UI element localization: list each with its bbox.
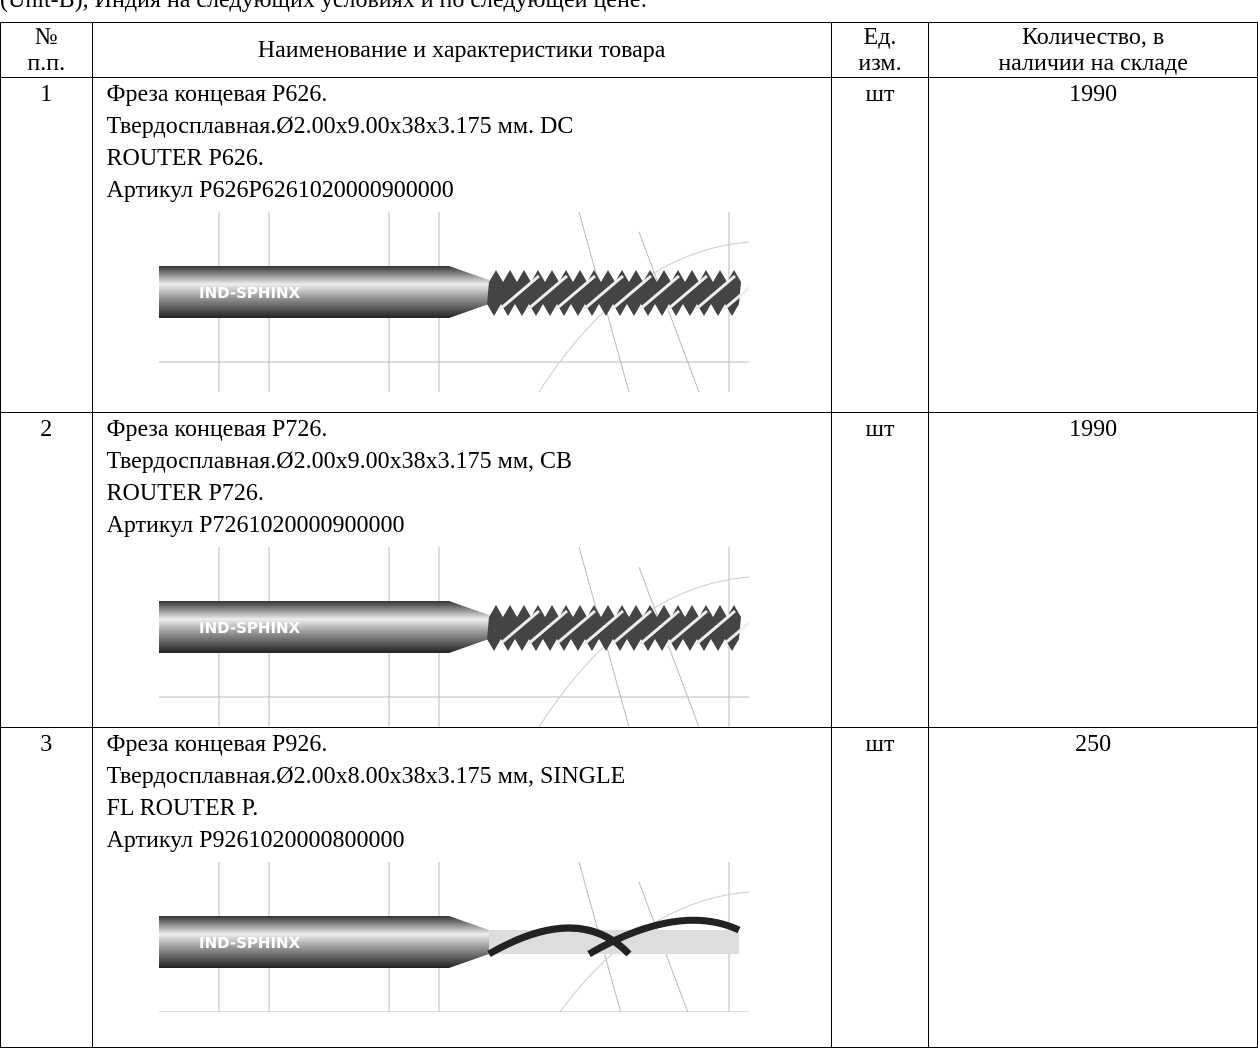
product-text: Артикул P7261020000900000 <box>107 509 831 541</box>
product-text: FL ROUTER P. <box>107 792 831 824</box>
product-text: Твердосплавная.Ø2.00x9.00x38x3.175 мм. D… <box>107 110 831 142</box>
tool-image: IND-SPHINX <box>159 547 749 727</box>
product-cell: Фреза концевая P926.Твердосплавная.Ø2.00… <box>92 728 831 1048</box>
header-cell: Ед.изм. <box>831 23 929 78</box>
sketch-arc <box>539 242 749 392</box>
brand-label: IND-SPHINX <box>199 284 301 302</box>
tool-image: IND-SPHINX <box>159 212 749 392</box>
product-text: Фреза концевая P926. <box>107 728 831 760</box>
header-text: изм. <box>832 50 929 76</box>
intro-text: (Unit-B), Индия на следующих условиях и … <box>0 0 647 16</box>
tool-image: IND-SPHINX <box>159 862 749 1012</box>
neck <box>449 266 489 318</box>
product-text: ROUTER P726. <box>107 477 831 509</box>
neck <box>449 601 489 653</box>
header-text: Наименование и характеристики товара <box>93 37 831 63</box>
product-cell: Фреза концевая P726.Твердосплавная.Ø2.00… <box>92 413 831 728</box>
neck <box>449 916 489 968</box>
product-text: Фреза концевая P726. <box>107 413 831 445</box>
row-number: 1 <box>1 78 93 413</box>
header-text: Количество, в <box>929 24 1257 50</box>
row-number: 2 <box>1 413 93 728</box>
sketch-arc <box>539 577 749 727</box>
product-text: ROUTER P626. <box>107 142 831 174</box>
quantity: 1990 <box>929 78 1258 413</box>
header-text: п.п. <box>1 50 92 76</box>
brand-label: IND-SPHINX <box>199 934 301 952</box>
header-text: наличии на складе <box>929 50 1257 76</box>
product-text: Артикул P626P6261020000900000 <box>107 174 831 206</box>
product-text: Артикул P9261020000800000 <box>107 824 831 856</box>
header-cell: Наименование и характеристики товара <box>92 23 831 78</box>
product-text: Фреза концевая P626. <box>107 78 831 110</box>
page: {"intro": "(Unit-B), Индия на следующих … <box>0 0 1258 1028</box>
header-text: № <box>1 24 92 50</box>
brand-label: IND-SPHINX <box>199 619 301 637</box>
unit: шт <box>831 413 929 728</box>
product-text: Твердосплавная.Ø2.00x8.00x38x3.175 мм, S… <box>107 760 831 792</box>
header-text: Ед. <box>832 24 929 50</box>
product-cell: Фреза концевая P626.Твердосплавная.Ø2.00… <box>92 78 831 413</box>
row-number: 3 <box>1 728 93 1048</box>
unit: шт <box>831 728 929 1048</box>
quantity: 250 <box>929 728 1258 1048</box>
product-text: Твердосплавная.Ø2.00x9.00x38x3.175 мм, C… <box>107 445 831 477</box>
quantity: 1990 <box>929 413 1258 728</box>
unit: шт <box>831 78 929 413</box>
